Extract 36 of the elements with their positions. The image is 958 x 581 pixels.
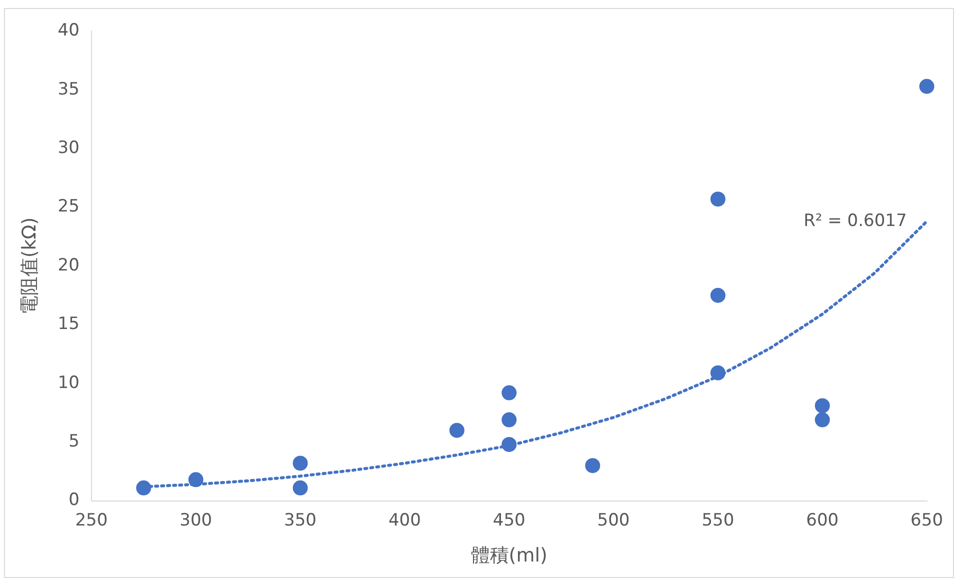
point — [814, 412, 830, 428]
point — [710, 365, 726, 380]
x-tick-label: 300 — [180, 510, 212, 530]
y-axis-title: 電阻值(kΩ) — [18, 217, 40, 315]
y-tick-label: 5 — [68, 432, 80, 452]
point — [136, 480, 152, 496]
point — [710, 288, 726, 303]
y-tick-label: 25 — [58, 196, 80, 217]
annotation: R² = 0.6017 — [804, 210, 907, 231]
y-tick-label: 40 — [58, 20, 80, 41]
x-tick-label: 350 — [284, 510, 316, 530]
x-tick-label: 500 — [597, 510, 630, 530]
point — [292, 480, 308, 496]
point — [292, 456, 308, 471]
y-tick-label: 30 — [58, 138, 80, 158]
y-tick-label: 20 — [58, 255, 80, 276]
point — [502, 436, 517, 452]
x-tick-label: 250 — [75, 510, 108, 530]
point — [585, 458, 600, 474]
y-tick-label: 35 — [58, 79, 80, 100]
point — [502, 385, 517, 400]
point — [449, 422, 464, 438]
x-tick-label: 650 — [910, 510, 944, 530]
x-tick-label: 400 — [388, 510, 421, 530]
x-axis-title: 體積(ml) — [470, 544, 548, 567]
x-tick-label: 450 — [492, 510, 526, 530]
y-tick-label: 15 — [58, 314, 80, 334]
x-tick-label: 550 — [702, 510, 734, 530]
point — [919, 78, 934, 94]
point — [188, 472, 204, 488]
point — [814, 398, 830, 414]
x-tick-label: 600 — [806, 510, 839, 530]
y-tick-label: 0 — [68, 490, 80, 510]
point — [710, 192, 726, 207]
y-tick-label: 10 — [58, 372, 80, 393]
point — [502, 412, 517, 428]
